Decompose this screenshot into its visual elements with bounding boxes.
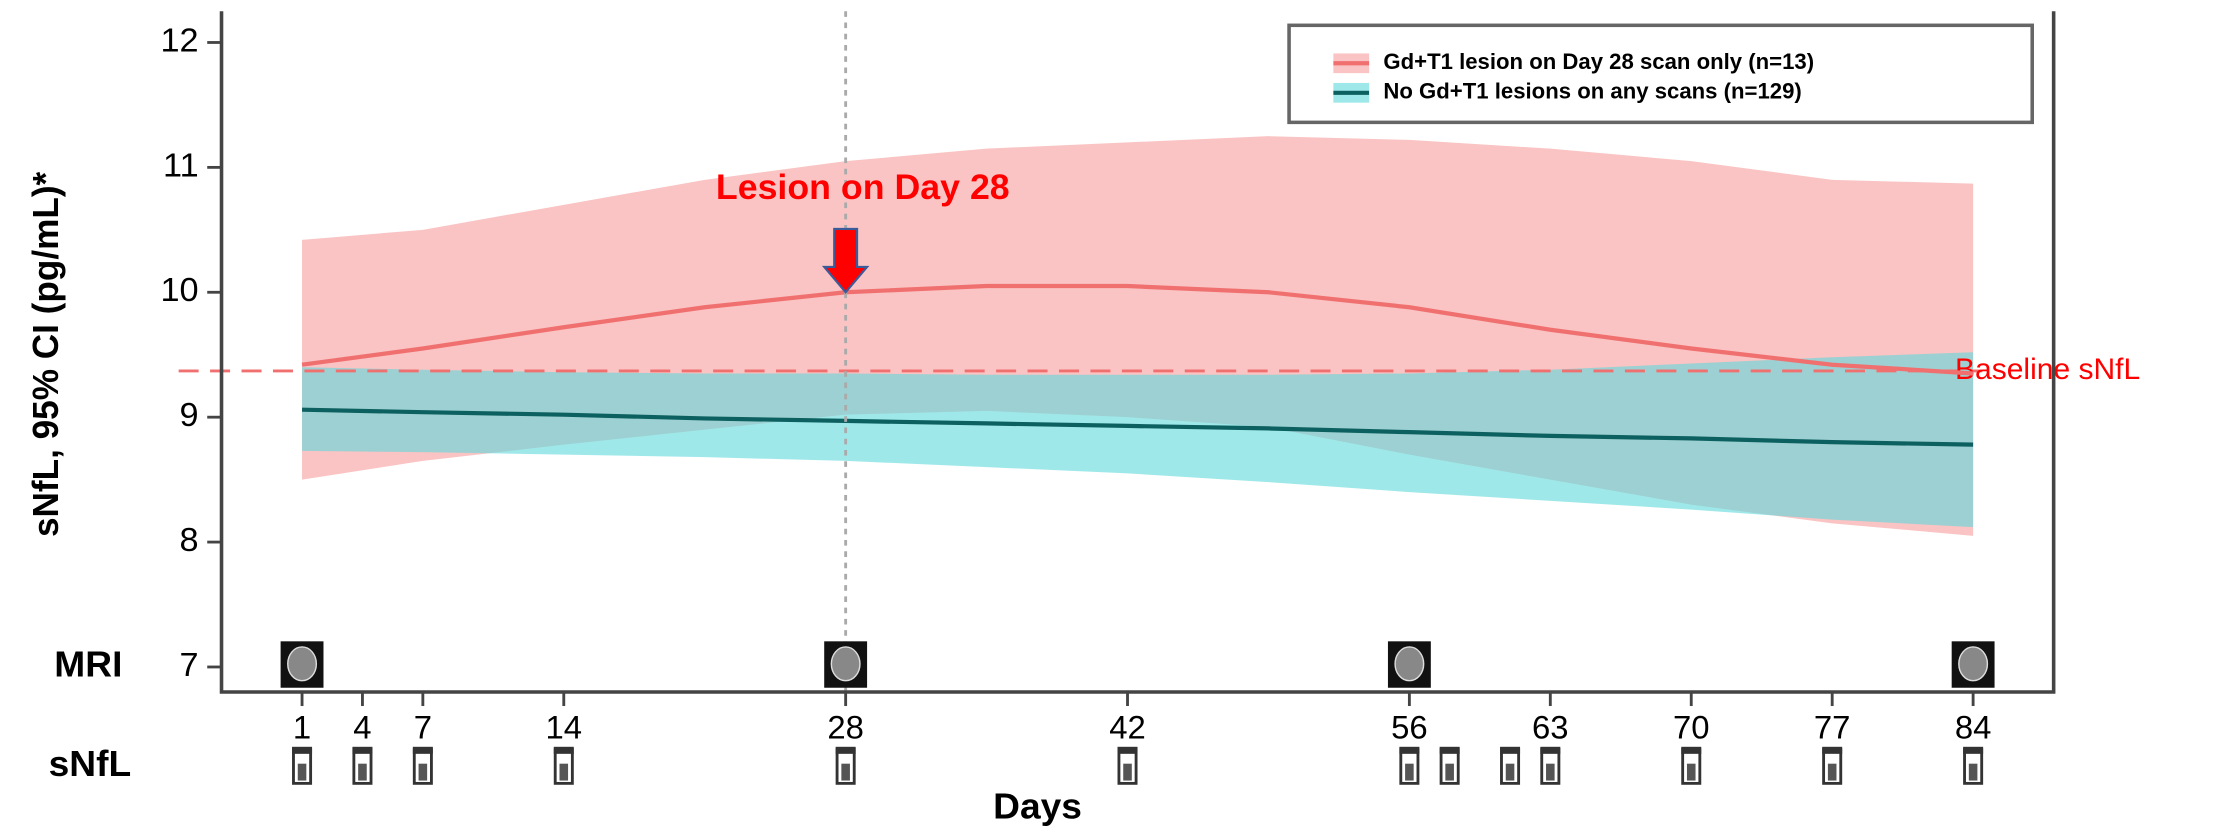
tube-cap [835,746,856,754]
tube-cap [292,746,313,754]
tube-cap [1822,746,1843,754]
x-tick-label: 4 [353,709,371,746]
tube-cap [1540,746,1561,754]
snfl-label: sNfL [49,743,132,784]
ci-band [302,352,1974,528]
mri-icon [280,641,324,688]
tube-cap [1399,746,1420,754]
x-tick-label: 77 [1814,709,1851,746]
tube-cap [1681,746,1702,754]
mri-brain [287,646,318,682]
x-tick-label: 84 [1955,709,1992,746]
sample-tube [835,746,856,785]
tube-fill [1445,763,1454,781]
sample-tube [1439,746,1460,785]
y-axis-label: sNfL, 95% CI (pg/mL)* [26,172,66,537]
legend-label: Gd+T1 lesion on Day 28 scan only (n=13) [1383,49,1814,74]
y-tick-label: 7 [180,646,199,684]
tube-cap [1117,746,1138,754]
tube-cap [1500,746,1521,754]
tube-fill [1505,763,1515,781]
tube-cap [412,746,433,754]
tube-fill [559,763,569,781]
tube-cap [352,746,373,754]
tube-fill [358,763,367,781]
sample-tube [1963,746,1984,785]
x-tick-label: 56 [1391,709,1428,746]
legend-box [1287,23,2035,125]
sample-tube [553,746,574,785]
x-tick-label: 14 [546,709,583,746]
series-line [302,407,1974,447]
x-axis-label: Days [993,786,1082,827]
tube-fill [841,763,850,781]
annotation: Lesion on Day 28 [716,167,1010,207]
y-tick-label: 10 [161,271,199,309]
mri-label: MRI [54,644,122,685]
tube-fill [1827,763,1837,781]
sample-tube [1117,746,1138,785]
sample-tube [1540,746,1561,785]
mri-brain [1394,646,1425,682]
y-tick-label: 9 [180,396,199,434]
sample-tube [1500,746,1521,785]
y-tick-label: 12 [161,22,199,60]
y-tick-label: 8 [180,521,199,559]
tube-fill [297,763,307,781]
x-tick-label: 28 [827,709,864,746]
sample-tube [1822,746,1843,785]
x-tick-label: 7 [414,709,432,746]
tube-cap [1963,746,1984,754]
mri-brain [830,646,861,682]
baseline-label: Baseline sNfL [1955,353,2140,386]
tube-cap [1439,746,1460,754]
x-tick-label: 63 [1532,709,1569,746]
x-tick-label: 70 [1673,709,1710,746]
sample-tube [412,746,433,785]
mri-icon [824,641,868,688]
tube-fill [1968,763,1978,781]
sample-tube [352,746,373,785]
sample-tube [1399,746,1420,785]
y-tick-label: 11 [163,147,199,185]
annotation-arrow [821,227,870,294]
x-tick-label: 42 [1109,709,1146,746]
sample-tube [292,746,313,785]
tube-fill [418,763,428,781]
mri-brain [1958,646,1989,682]
tube-fill [1686,763,1696,781]
mri-icon [1951,641,1995,688]
tube-fill [1546,763,1555,781]
x-tick-label: 1 [293,709,311,746]
tube-fill [1123,763,1132,781]
legend-label: No Gd+T1 lesions on any scans (n=129) [1383,79,1801,104]
mri-icon [1387,641,1431,688]
tube-cap [553,746,574,754]
sample-tube [1681,746,1702,785]
tube-fill [1405,763,1414,781]
plot-frame [219,11,2056,694]
series-line [301,283,1974,376]
